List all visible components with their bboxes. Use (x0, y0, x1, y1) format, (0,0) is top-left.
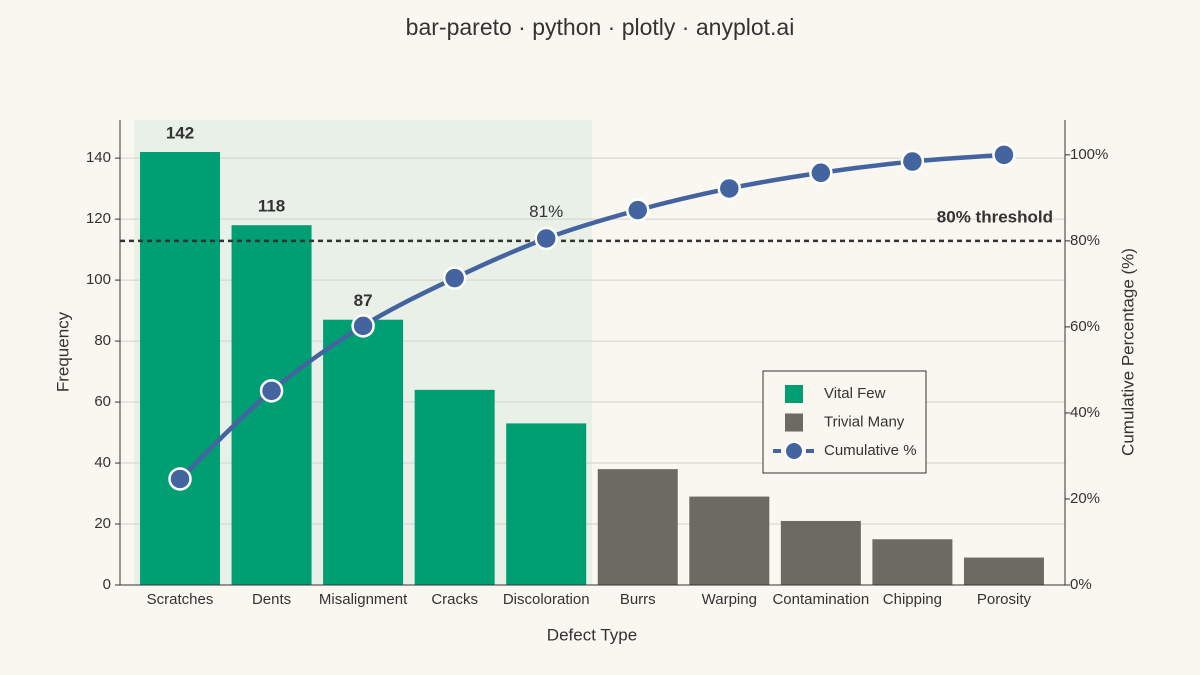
cumulative-line (178, 152, 1005, 481)
y-tick-label: 40 (94, 454, 111, 471)
x-tick-label: Cracks (431, 591, 478, 608)
y2-tick-label: 80% (1070, 232, 1100, 249)
y-tick-label: 140 (86, 149, 111, 166)
bar (963, 557, 1044, 585)
bar (231, 225, 312, 585)
bar (506, 423, 587, 585)
x-tick-label: Scratches (147, 591, 214, 608)
cumulative-marker (534, 226, 558, 251)
bar (597, 469, 678, 585)
x-tick-label: Chipping (883, 591, 942, 608)
y-tick-label: 120 (86, 210, 111, 227)
cumulative-label: 81% (529, 202, 563, 221)
bar (780, 520, 861, 585)
y-tick-label: 100 (86, 271, 111, 288)
y2-tick-label: 60% (1070, 318, 1100, 335)
y-tick-label: 0 (103, 576, 111, 593)
bar (414, 389, 495, 585)
cumulative-marker (626, 198, 650, 222)
x-tick-label: Dents (252, 591, 291, 608)
bar-label: 142 (166, 124, 194, 143)
legend-label: Trivial Many (824, 413, 905, 430)
chart-title: bar-pareto · python · plotly · anyplot.a… (406, 14, 795, 40)
bar-label: 87 (354, 291, 373, 310)
threshold-label: 80% threshold (937, 207, 1053, 226)
y-axis-title: Frequency (53, 311, 72, 392)
bar (140, 152, 220, 585)
x-tick-label: Misalignment (319, 591, 408, 608)
x-tick-label: Discoloration (503, 591, 590, 608)
legend-marker (784, 441, 804, 461)
bar (872, 539, 953, 585)
x-axis-title: Defect Type (547, 625, 637, 644)
cumulative-marker (900, 149, 925, 174)
y2-tick-label: 100% (1070, 146, 1108, 163)
cumulative-marker (168, 467, 192, 491)
cumulative-marker (809, 161, 833, 185)
x-tick-label: Contamination (772, 591, 869, 608)
cumulative-marker (442, 266, 467, 290)
bar (323, 319, 404, 585)
cumulative-marker (351, 314, 375, 338)
y-tick-label: 60 (94, 393, 111, 410)
y2-axis-title: Cumulative Percentage (%) (1118, 248, 1137, 456)
bar (689, 496, 770, 585)
bar-label: 118 (258, 197, 285, 216)
legend-label: Vital Few (824, 385, 886, 402)
x-tick-label: Porosity (977, 591, 1032, 608)
y-tick-label: 80 (94, 332, 111, 349)
cumulative-marker (259, 379, 284, 403)
cumulative-marker (717, 176, 742, 201)
legend-swatch (785, 385, 803, 403)
y-tick-label: 20 (94, 515, 111, 532)
cumulative-marker (992, 143, 1016, 167)
y2-tick-label: 0% (1070, 576, 1092, 593)
x-tick-label: Warping (702, 591, 757, 608)
legend-swatch (785, 413, 803, 432)
y2-tick-label: 40% (1070, 404, 1100, 421)
legend-label: Cumulative % (824, 442, 917, 459)
y2-tick-label: 20% (1070, 490, 1100, 507)
x-tick-label: Burrs (620, 591, 656, 608)
